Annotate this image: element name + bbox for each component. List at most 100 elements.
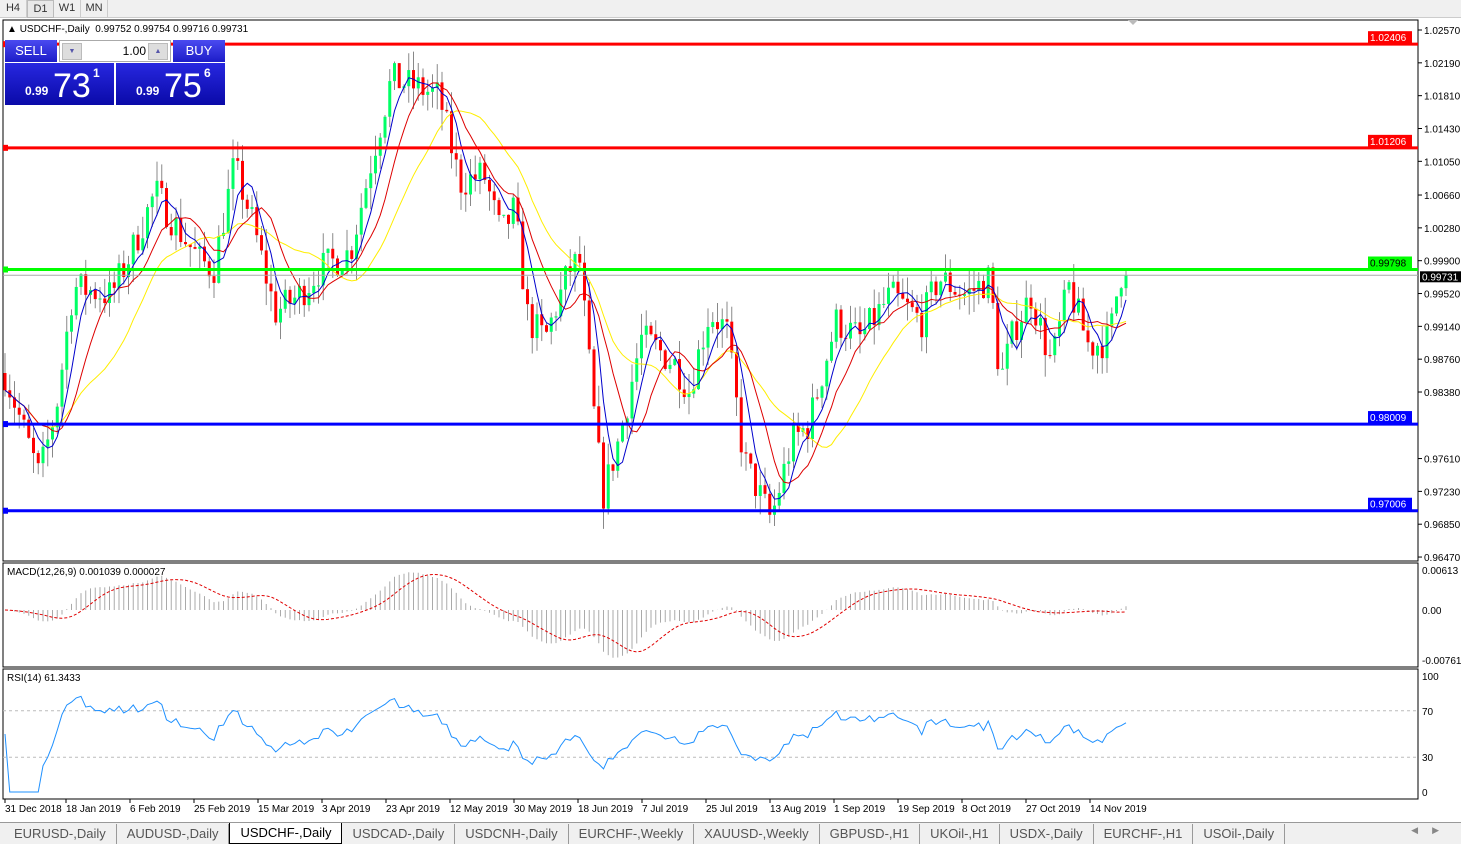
chart-tab[interactable]: EURCHF-,Weekly [569, 824, 695, 844]
candle-body [3, 373, 7, 391]
candle-body [920, 312, 924, 338]
level-price-label: 0.99798 [1370, 259, 1407, 270]
candle-body [863, 329, 867, 335]
chart-tab[interactable]: AUDUSD-,Daily [117, 824, 230, 844]
candle-body [1119, 288, 1123, 297]
lot-size-input[interactable]: ▼ 1.00 ▲ [59, 40, 171, 62]
date-tick-label: 18 Jan 2019 [66, 804, 121, 815]
sell-button[interactable]: SELL [5, 40, 57, 62]
date-tick-label: 14 Nov 2019 [1090, 804, 1147, 815]
candle-body [98, 298, 102, 300]
candle-body [697, 349, 700, 390]
price-tick-label: 0.99140 [1424, 322, 1461, 333]
candle-body [701, 347, 705, 350]
candle-body [1110, 313, 1114, 327]
chart-tab[interactable]: GBPUSD-,H1 [820, 824, 921, 844]
candle-body [635, 358, 639, 382]
candle-body [1096, 345, 1099, 356]
candle-body [41, 446, 45, 464]
candle-body [150, 196, 154, 208]
candle-body [440, 82, 444, 110]
candle-body [516, 197, 520, 222]
candle-body [678, 359, 681, 390]
candles [3, 51, 1128, 529]
candle-body [473, 174, 477, 180]
candle-body [70, 315, 73, 332]
candle-body [1010, 321, 1014, 344]
candle-body [364, 188, 368, 208]
candle-body [1124, 275, 1128, 289]
chart-tab[interactable]: XAUUSD-,Weekly [694, 824, 820, 844]
ask-price[interactable]: 0.99 75 6 [116, 63, 225, 105]
timeframe-mn[interactable]: MN [81, 0, 108, 18]
candle-body [796, 425, 800, 432]
price-tick-label: 0.98760 [1424, 355, 1461, 366]
candle-body [212, 276, 216, 283]
candle-body [763, 485, 767, 494]
candle-body [982, 280, 985, 299]
candle-body [630, 381, 634, 419]
candle-body [1053, 336, 1057, 356]
level-handle [3, 507, 8, 514]
candle-body [298, 285, 301, 298]
candle-body [834, 309, 838, 342]
candle-body [663, 350, 667, 369]
timeframe-w1[interactable]: W1 [54, 0, 81, 18]
date-tick-label: 25 Jul 2019 [706, 804, 758, 815]
timeframe-d1[interactable]: D1 [27, 0, 54, 18]
timeframe-h4[interactable]: H4 [0, 0, 27, 18]
chart-tab[interactable]: EURCHF-,H1 [1094, 824, 1194, 844]
candle-body [1115, 296, 1118, 314]
candle-body [184, 242, 187, 245]
chart-tab[interactable]: EURUSD-,Daily [4, 824, 117, 844]
candle-body [507, 214, 510, 224]
candle-body [245, 199, 249, 209]
chart-tab[interactable]: USDCAD-,Daily [342, 824, 456, 844]
buy-button[interactable]: BUY [173, 40, 225, 62]
candle-body [336, 258, 339, 276]
candle-body [901, 293, 905, 299]
level-price-tag [1368, 497, 1412, 510]
lot-value[interactable]: 1.00 [122, 44, 146, 58]
candle-body [1048, 355, 1052, 357]
candle-body [1062, 289, 1066, 322]
candle-body [673, 359, 677, 365]
candle-body [445, 109, 449, 112]
chart-tab[interactable]: USDCNH-,Daily [455, 824, 569, 844]
lot-increase-button[interactable]: ▲ [148, 43, 168, 60]
chart-canvas[interactable]: 1.025701.021901.018101.014301.010501.006… [0, 0, 1461, 822]
date-tick-label: 15 Mar 2019 [258, 804, 315, 815]
bid-price[interactable]: 0.99 73 1 [5, 63, 114, 105]
candle-body [744, 452, 748, 454]
candle-body [326, 248, 330, 253]
chart-tab[interactable]: USOil-,Daily [1193, 824, 1286, 844]
chart-tab[interactable]: UKOil-,H1 [920, 824, 1000, 844]
candle-body [421, 77, 425, 95]
bid-prefix: 0.99 [25, 84, 49, 98]
level-price-label: 1.01206 [1370, 137, 1407, 148]
candle-body [1086, 330, 1090, 343]
candle-body [944, 272, 947, 282]
candle-body [887, 287, 890, 304]
candle-body [1072, 282, 1076, 313]
candle-body [288, 289, 292, 304]
date-tick-label: 23 Apr 2019 [386, 804, 440, 815]
candle-body [777, 492, 781, 506]
tab-scroll-arrows[interactable]: ◀▶ [1411, 825, 1453, 835]
candle-body [469, 174, 472, 195]
candle-body [502, 214, 506, 216]
chart-tabs: EURUSD-,Daily AUDUSD-,Daily USDCHF-,Daily U… [0, 822, 1461, 844]
candle-body [616, 441, 620, 471]
rsi-tick-label: 0 [1422, 788, 1428, 799]
level-handle [3, 144, 8, 151]
chart-tab[interactable]: USDCHF-,Daily [229, 823, 343, 844]
candle-body [659, 340, 662, 351]
chart-tab[interactable]: USDX-,Daily [1000, 824, 1094, 844]
candle-body [939, 281, 943, 296]
lot-decrease-button[interactable]: ▼ [62, 43, 82, 60]
candle-body [1091, 342, 1095, 356]
candle-body [217, 236, 221, 283]
candle-body [435, 82, 439, 88]
candle-body [36, 453, 40, 464]
candle-body [112, 282, 116, 288]
